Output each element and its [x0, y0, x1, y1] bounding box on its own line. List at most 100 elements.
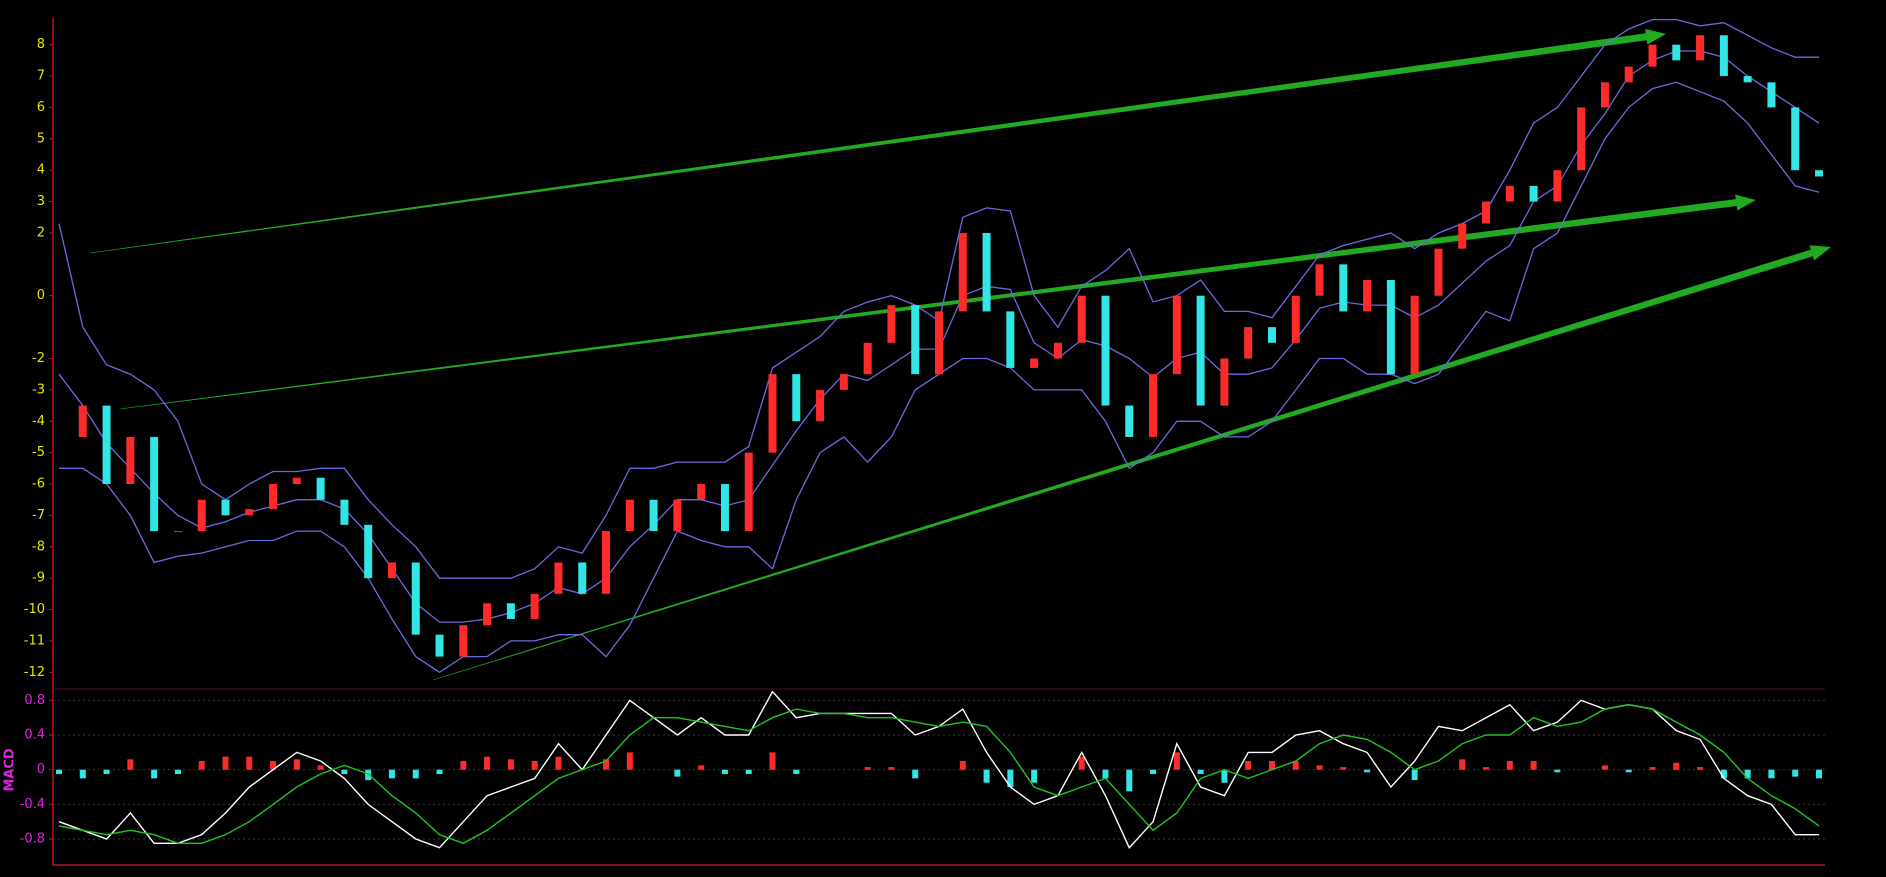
candle-down [1196, 295, 1205, 406]
candle-up [1315, 264, 1324, 296]
histogram-bar [1411, 769, 1418, 781]
y-tick-label: 2 [37, 225, 45, 240]
histogram-bar [1031, 769, 1038, 783]
candle-up [173, 531, 182, 533]
candle-up [1030, 358, 1039, 368]
candle-up [816, 389, 825, 422]
candle-up [1053, 342, 1062, 359]
candle-down [792, 374, 801, 422]
histogram-bar [1459, 759, 1466, 770]
candle-up [673, 499, 682, 532]
histogram-bar [1601, 765, 1608, 770]
histogram-bar [341, 769, 348, 775]
candle-up [1077, 295, 1086, 343]
candle-down [150, 436, 159, 532]
y-tick-label: 3 [37, 194, 45, 209]
trend-arrow [119, 194, 1756, 410]
candle-down [1267, 327, 1276, 343]
histogram-bar [1292, 761, 1299, 770]
y-tick-label: -0.8 [20, 832, 45, 847]
histogram-bar [484, 756, 491, 770]
candle-up [245, 509, 254, 516]
candle-up [768, 374, 777, 453]
histogram-bar [698, 765, 705, 770]
histogram-bar [270, 761, 277, 770]
y-tick-label: -11 [24, 633, 45, 648]
candle-up [1696, 35, 1705, 61]
histogram-bar [388, 769, 395, 779]
histogram-bar [1126, 769, 1133, 792]
histogram-bar [174, 769, 181, 775]
histogram-bar [1649, 767, 1656, 770]
candle-down [1767, 82, 1776, 108]
candle-down [340, 499, 349, 525]
candle-up [1553, 170, 1562, 202]
candle-up [1172, 295, 1181, 375]
candle-down [911, 305, 920, 375]
candle-up [887, 305, 896, 343]
candle-up [1363, 280, 1372, 312]
y-tick-label: -9 [32, 571, 45, 586]
histogram-bar [1744, 769, 1751, 779]
histogram-bar [626, 752, 633, 770]
y-tick-label: 7 [37, 69, 45, 84]
series-line [59, 81, 1820, 674]
candle-down [316, 477, 325, 500]
histogram-bar [745, 769, 752, 775]
histogram-bar [317, 765, 324, 770]
y-tick-label: -10 [24, 602, 45, 617]
y-tick-label: 0 [37, 288, 45, 303]
histogram-bar [79, 769, 86, 779]
candle-down [1125, 405, 1134, 437]
candle-down [221, 499, 230, 516]
candle-up [1434, 248, 1443, 296]
candle-up [269, 484, 278, 510]
histogram-bar [1078, 756, 1085, 770]
histogram-bar [151, 769, 158, 779]
candle-down [1006, 311, 1015, 368]
histogram-bar [721, 769, 728, 775]
candle-up [1648, 44, 1657, 67]
y-tick-label: -4 [32, 414, 45, 429]
candle-down [1815, 170, 1823, 177]
histogram-bar [769, 752, 776, 770]
candle-down [982, 232, 991, 312]
histogram-bar [1506, 761, 1513, 770]
histogram-bar [1554, 769, 1561, 773]
candle-down [1672, 44, 1681, 61]
histogram-bar [1150, 769, 1157, 775]
candle-up [126, 436, 135, 485]
series-line [58, 703, 1820, 845]
candle-up [1458, 223, 1467, 249]
trend-arrow [432, 245, 1831, 681]
histogram-bar [959, 761, 966, 770]
y-tick-label: -8 [32, 539, 45, 554]
y-tick-label: 4 [37, 163, 45, 178]
histogram-bar [912, 769, 919, 779]
trend-arrow [89, 28, 1666, 254]
histogram-bar [674, 769, 681, 777]
histogram-bar [198, 761, 205, 770]
histogram-bar [103, 769, 110, 775]
histogram-bar [983, 769, 990, 783]
candle-up [625, 499, 634, 532]
candle-down [720, 484, 729, 532]
y-tick-label: 0.8 [24, 693, 45, 708]
histogram-bar [888, 767, 895, 770]
candle-up [459, 625, 468, 657]
candle-down [1339, 264, 1348, 312]
histogram-bar [127, 759, 134, 770]
candle-up [1149, 374, 1158, 437]
y-tick-label: 5 [37, 131, 45, 146]
candle-down [435, 634, 444, 657]
candle-down [1529, 185, 1538, 202]
histogram-bar [1173, 752, 1180, 770]
histogram-bar [1340, 767, 1347, 770]
candle-up [1291, 295, 1300, 343]
trend-arrows [89, 28, 1831, 681]
candle-up [863, 342, 872, 375]
candle-up [1244, 327, 1253, 359]
y-tick-label: -12 [24, 665, 45, 680]
